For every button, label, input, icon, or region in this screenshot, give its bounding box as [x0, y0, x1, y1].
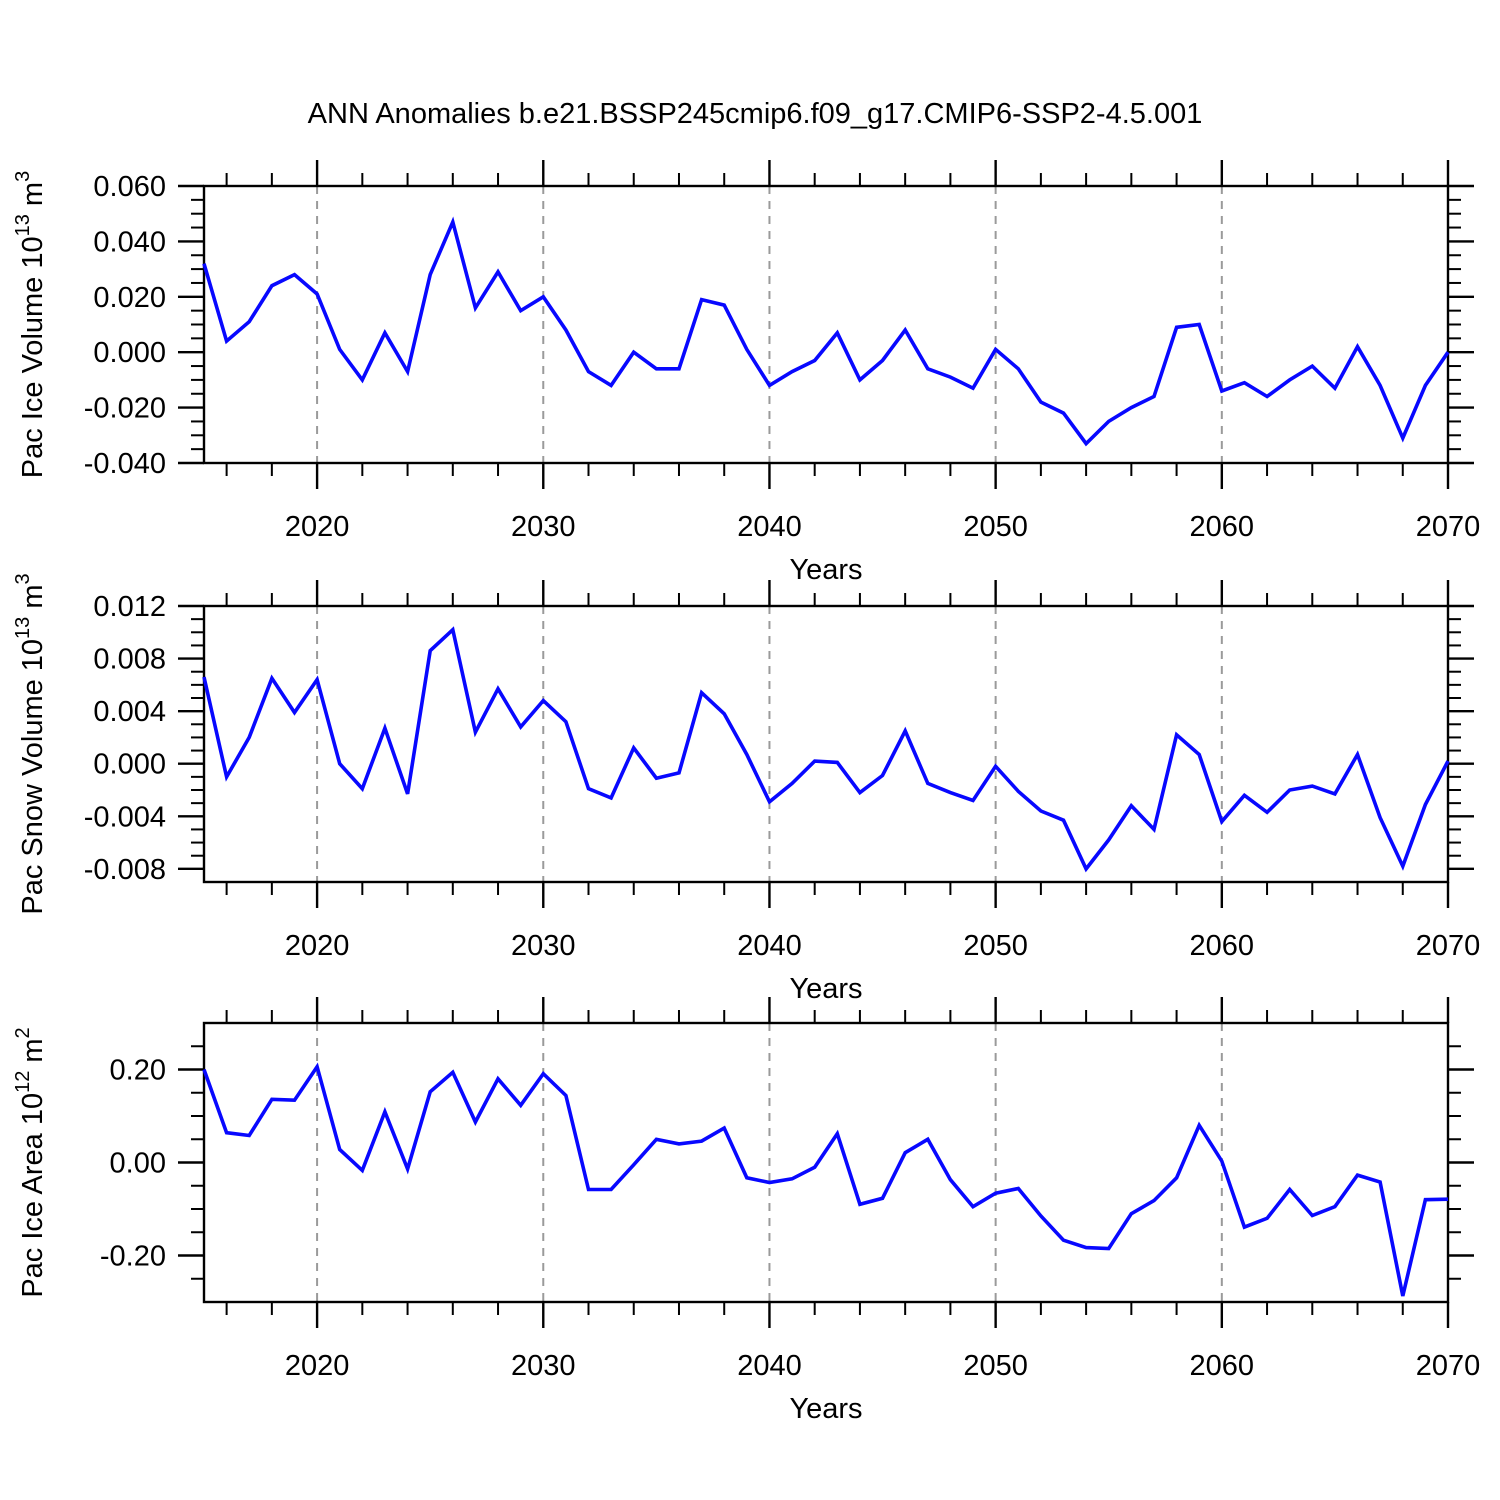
y-axis-title: Pac Ice Volume 1013 m3	[12, 171, 49, 478]
x-tick-label: 2070	[1416, 511, 1481, 543]
y-tick-label: -0.040	[84, 448, 166, 480]
y-tick-label: 0.004	[93, 696, 166, 728]
y-tick-label: 0.00	[110, 1148, 166, 1180]
x-tick-label: 2030	[511, 930, 576, 962]
y-tick-label: 0.040	[93, 226, 166, 258]
y-tick-label: 0.008	[93, 644, 166, 676]
x-tick-label: 2050	[963, 930, 1028, 962]
data-line-pac-snow-volume	[202, 626, 1450, 873]
x-axis-title: Years	[789, 973, 862, 1005]
y-tick-label: 0.060	[93, 171, 166, 203]
y-tick-label: 0.20	[110, 1055, 166, 1087]
axis-box	[202, 184, 1450, 465]
axis-box	[202, 1021, 1450, 1304]
y-axis-title: Pac Ice Area 1012 m2	[12, 1027, 49, 1297]
x-tick-label: 2020	[285, 930, 350, 962]
y-tick-label: -0.004	[84, 801, 166, 833]
y-tick-label: 0.000	[93, 337, 166, 369]
x-tick-label: 2020	[285, 511, 350, 543]
x-tick-label: 2070	[1416, 930, 1481, 962]
data-line-pac-ice-volume	[202, 216, 1450, 447]
x-axis-title: Years	[789, 554, 862, 586]
y-tick-label: -0.20	[100, 1241, 166, 1273]
panel-pac-snow-volume: 2020 2030 2040 2050 2060 2070 Years 0.012 0.008 0…	[12, 573, 1480, 1005]
x-tick-label: 2040	[737, 1350, 802, 1382]
axis-box	[202, 604, 1450, 884]
x-tick-label: 2030	[511, 511, 576, 543]
y-axis-title: Pac Snow Volume 1013 m3	[12, 573, 49, 914]
x-tick-label: 2060	[1190, 1350, 1255, 1382]
x-tick-label: 2050	[963, 511, 1028, 543]
panel-pac-ice-volume: 2020 2030 2040 2050 2060 2070 Years 0.060 0.040 0…	[12, 160, 1480, 586]
y-tick-label: 0.012	[93, 591, 166, 623]
x-tick-label: 2020	[285, 1350, 350, 1382]
x-tick-label: 2030	[511, 1350, 576, 1382]
x-axis-title: Years	[789, 1393, 862, 1425]
x-tick-label: 2070	[1416, 1350, 1481, 1382]
x-tick-label: 2040	[737, 930, 802, 962]
y-tick-label: 0.020	[93, 282, 166, 314]
panel-pac-ice-area: 2020 2030 2040 2050 2060 2070 Years 0.20 0.00 -0.…	[12, 997, 1480, 1425]
x-tick-label: 2040	[737, 511, 802, 543]
x-tick-label: 2060	[1190, 511, 1255, 543]
x-tick-label: 2060	[1190, 930, 1255, 962]
y-tick-label: -0.008	[84, 854, 166, 886]
y-tick-label: -0.020	[84, 393, 166, 425]
x-tick-label: 2050	[963, 1350, 1028, 1382]
chart-title: ANN Anomalies b.e21.BSSP245cmip6.f09_g17…	[307, 98, 1203, 130]
y-tick-label: 0.000	[93, 749, 166, 781]
data-line-pac-ice-area	[202, 1062, 1449, 1297]
